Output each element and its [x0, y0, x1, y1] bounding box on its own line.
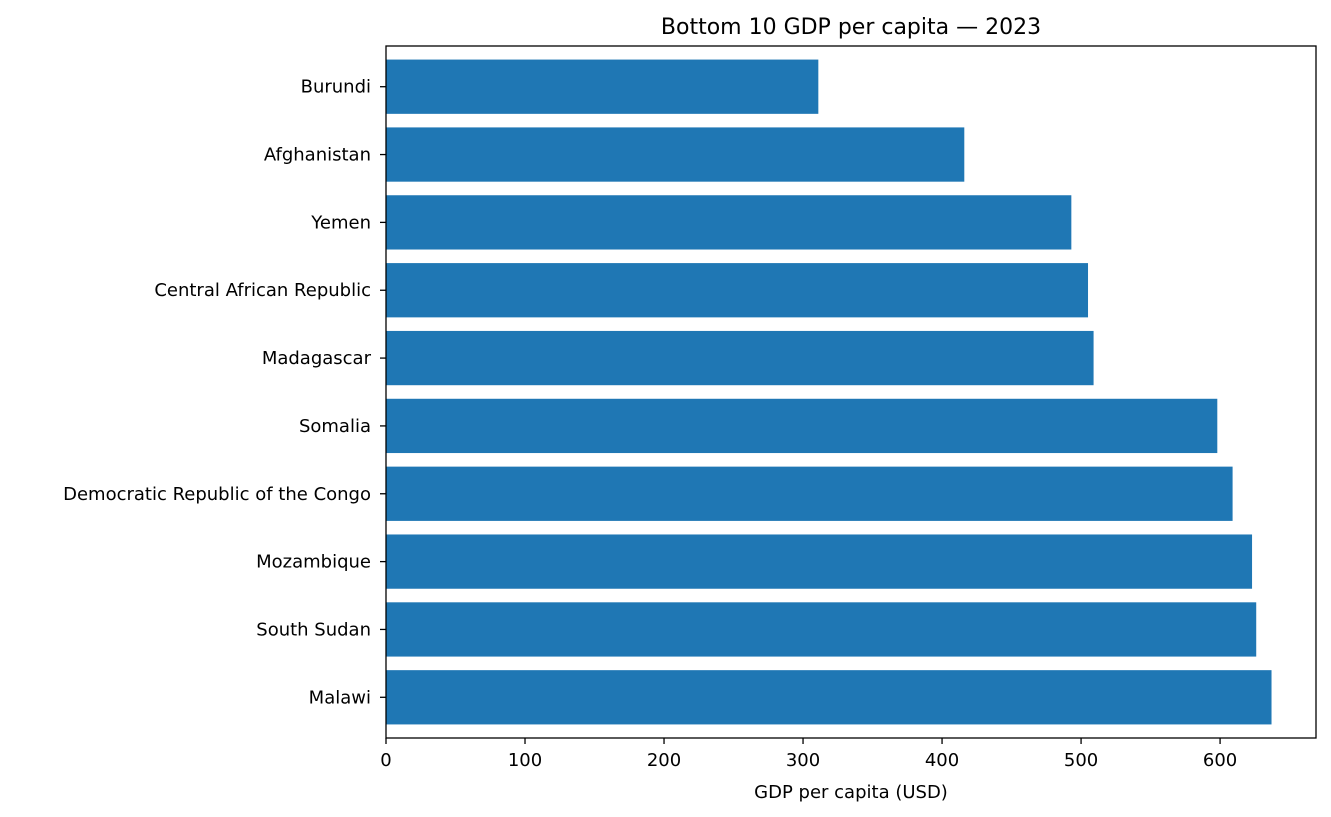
bar [386, 398, 1218, 454]
y-tick-label: Yemen [310, 212, 371, 233]
bar [386, 127, 965, 182]
bar [386, 263, 1089, 318]
x-tick-label: 600 [1203, 750, 1237, 771]
bar [386, 466, 1233, 521]
x-axis-ticks: 0 100 200 300 400 500 600 [380, 738, 1237, 771]
bars-group [386, 59, 1272, 725]
y-tick-label: Somalia [299, 416, 371, 437]
bar [386, 670, 1272, 725]
x-axis-label: GDP per capita (USD) [754, 782, 948, 803]
chart-title: Bottom 10 GDP per capita — 2023 [661, 15, 1041, 40]
plot-area-frame [385, 45, 1317, 739]
y-tick-label: Central African Republic [154, 280, 371, 301]
bar [386, 602, 1257, 657]
y-tick-label: Madagascar [262, 348, 372, 369]
x-tick-label: 500 [1064, 750, 1098, 771]
y-tick-label: South Sudan [256, 619, 371, 640]
y-tick-label: Democratic Republic of the Congo [63, 484, 371, 505]
y-tick-label: Mozambique [256, 552, 371, 573]
y-axis-ticks: Burundi Afghanistan Yemen Central African R… [63, 77, 386, 708]
x-tick-label: 200 [647, 750, 681, 771]
x-tick-label: 100 [508, 750, 542, 771]
x-tick-label: 0 [380, 750, 391, 771]
bar [386, 195, 1072, 250]
x-tick-label: 400 [925, 750, 959, 771]
bar [386, 330, 1094, 386]
x-tick-label: 300 [786, 750, 820, 771]
bar [386, 534, 1253, 589]
bar [386, 59, 819, 114]
y-tick-label: Malawi [309, 687, 371, 708]
y-tick-label: Afghanistan [264, 145, 371, 166]
y-tick-label: Burundi [301, 77, 371, 98]
